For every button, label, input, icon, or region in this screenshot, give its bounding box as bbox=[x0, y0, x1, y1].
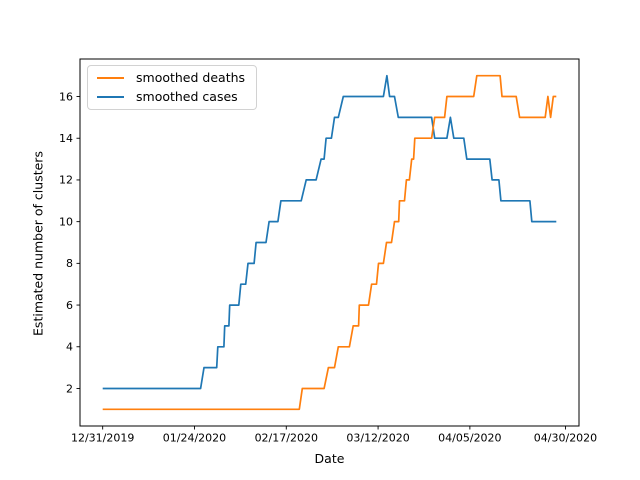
legend-entry-smoothed-deaths: smoothed deaths bbox=[97, 69, 247, 85]
y-tick-label: 4 bbox=[66, 341, 73, 354]
axes-spines bbox=[79, 58, 580, 427]
y-tick-label: 2 bbox=[66, 382, 73, 395]
legend-line-sample-deaths bbox=[97, 76, 124, 79]
x-tick-label: 02/17/2020 bbox=[255, 432, 318, 445]
legend-line-sample-cases bbox=[97, 96, 124, 99]
x-tick-label: 04/05/2020 bbox=[438, 432, 501, 445]
series-line-smoothed-cases bbox=[102, 74, 557, 390]
legend-label-deaths: smoothed deaths bbox=[136, 69, 246, 85]
legend: smoothed deaths smoothed cases bbox=[87, 65, 257, 110]
legend-label-cases: smoothed cases bbox=[136, 89, 238, 104]
x-tick-label: 01/24/2020 bbox=[163, 432, 226, 445]
y-tick-label: 14 bbox=[59, 132, 73, 145]
x-tick-label: 12/31/2019 bbox=[71, 432, 134, 445]
y-tick-label: 8 bbox=[66, 257, 73, 270]
x-tick-label: 04/30/2020 bbox=[534, 432, 597, 445]
y-axis-title: Estimated number of clusters bbox=[30, 151, 46, 336]
x-tick-label: 03/12/2020 bbox=[346, 432, 409, 445]
series-line-smoothed-deaths bbox=[102, 74, 557, 411]
legend-entry-smoothed-cases: smoothed cases bbox=[97, 89, 247, 104]
y-tick-label: 6 bbox=[66, 299, 73, 312]
x-axis-title: Date bbox=[314, 451, 345, 466]
y-tick-label: 16 bbox=[59, 90, 73, 103]
y-tick-label: 12 bbox=[59, 174, 73, 187]
y-tick-label: 10 bbox=[59, 215, 73, 228]
